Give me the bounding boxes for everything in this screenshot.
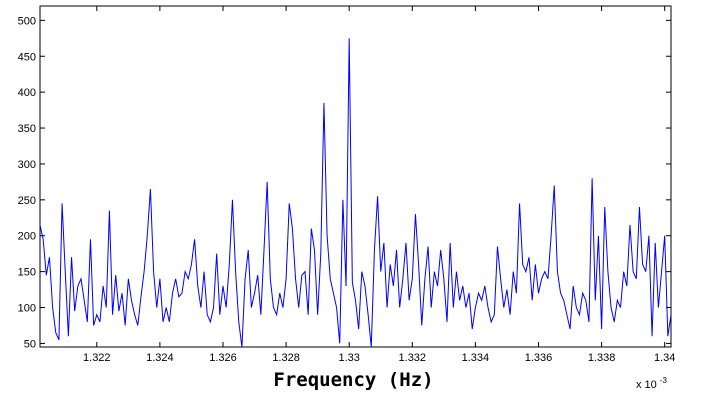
x-tick-label: 1.34	[654, 352, 675, 364]
x-tick-label: 1.334	[462, 352, 490, 364]
y-tick-label: 400	[18, 87, 36, 99]
x-tick-label: 1.328	[272, 352, 300, 364]
x-tick-label: 1.33	[338, 352, 359, 364]
x-tick-label: 1.336	[525, 352, 553, 364]
x-tick-label: 1.324	[146, 352, 174, 364]
y-tick-label: 150	[18, 267, 36, 279]
y-tick-label: 100	[18, 303, 36, 315]
y-tick-label: 200	[18, 231, 36, 243]
series-line	[40, 38, 671, 347]
x-axis-title: Frequency (Hz)	[273, 369, 433, 391]
y-axis: 50 100 150 200 250 300 350 400 450 500	[18, 15, 671, 350]
y-tick-label: 450	[18, 51, 36, 63]
x-axis-multiplier-exponent: -3	[660, 376, 668, 385]
x-tick-label: 1.338	[588, 352, 616, 364]
x-axis-multiplier-base: x 10	[636, 379, 657, 391]
y-tick-label: 500	[18, 15, 36, 27]
x-tick-label: 1.326	[209, 352, 237, 364]
y-tick-label: 350	[18, 123, 36, 135]
y-tick-label: 300	[18, 159, 36, 171]
x-axis-multiplier: x 10 -3	[636, 376, 668, 391]
x-axis: 1.322 1.324 1.326 1.328 1.33 1.332 1.334 1.336 1…	[83, 6, 675, 364]
x-tick-label: 1.322	[83, 352, 111, 364]
y-tick-label: 250	[18, 195, 36, 207]
plot-frame	[39, 5, 672, 348]
x-tick-label: 1.332	[399, 352, 427, 364]
y-tick-label: 50	[24, 338, 36, 350]
